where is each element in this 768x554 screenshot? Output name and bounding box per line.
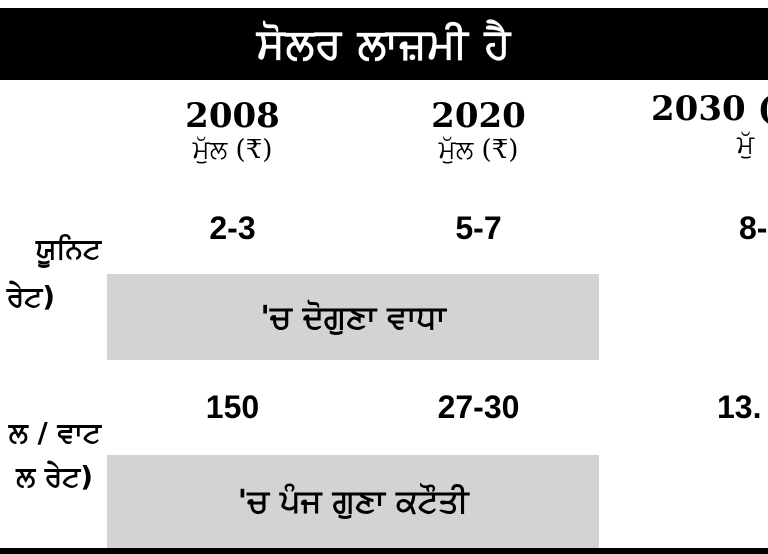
column-unit: ਮੁੱਲ (₹) (192, 135, 273, 165)
row-label-line1: ਲ / ਵਾਟ (8, 416, 101, 449)
column-year: 2020 (431, 96, 526, 136)
column-unit: ਮੁੱਲ (₹) (438, 135, 519, 165)
column-header-2020: 2020 ਮੁੱਲ (₹) (358, 80, 602, 185)
row-label-cell: ਲ / ਵਾਟ ਲ ਰੇਟ) (0, 360, 110, 554)
bottom-border (0, 548, 768, 554)
header-empty-cell (0, 80, 110, 185)
empty-cell (599, 274, 768, 363)
value-cell: 5-7 (358, 182, 602, 277)
page-title: ਸੋਲਰ ਲਾਜ਼ਮੀ ਹੈ (0, 8, 768, 80)
value-cell: 8- (599, 182, 768, 277)
row-label-cell: ਯੂਨਿਟ ਰੇਟ) (0, 182, 110, 363)
change-note: 'ਚ ਪੰਜ ਗੁਣਾ ਕਟੌਤੀ (107, 455, 602, 548)
change-note: 'ਚ ਦੋਗੁਣਾ ਵਾਧਾ (107, 274, 602, 363)
top-border (0, 0, 768, 8)
value-text: 13. (717, 389, 762, 425)
column-year: 2030 ( (651, 89, 768, 129)
column-year: 2008 (185, 96, 280, 136)
column-header-2030: 2030 ( ਮੁੱ (599, 80, 768, 185)
row-label-line1: ਯੂਨਿਟ (35, 232, 101, 265)
column-unit: ਮੁੱ (737, 130, 755, 160)
value-cell: 2-3 (107, 182, 361, 277)
value-cell: 150 (107, 360, 361, 458)
value-cell: 13. (599, 360, 768, 458)
row-label-line2: ਰੇਟ) (6, 280, 55, 313)
value-text: 8- (739, 209, 768, 246)
price-table: 2008 ਮੁੱਲ (₹) 2020 ਮੁੱਲ (₹) 2030 ( ਮੁੱ ਯ… (0, 80, 768, 554)
empty-cell (599, 455, 768, 548)
row-label-line2: ਲ ਰੇਟ) (16, 460, 93, 493)
value-cell: 27-30 (358, 360, 602, 458)
column-header-2008: 2008 ਮੁੱਲ (₹) (107, 80, 361, 185)
